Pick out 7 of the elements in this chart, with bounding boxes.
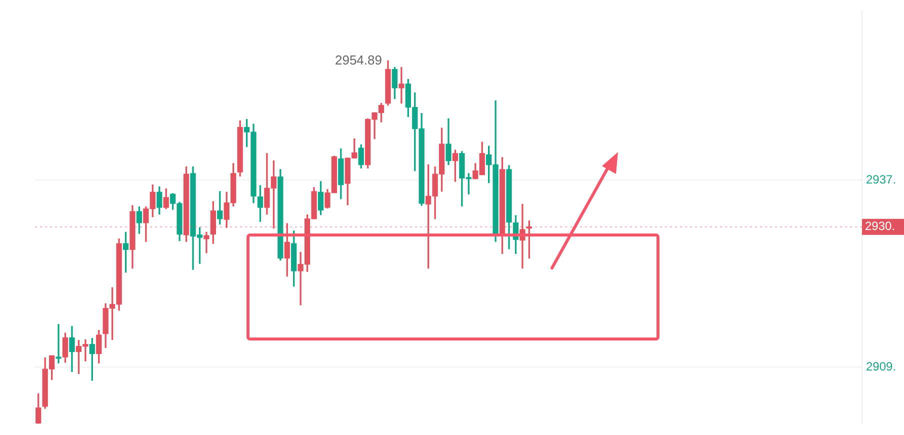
candlestick <box>398 66 404 104</box>
y-tick-label: 2937. <box>866 172 896 186</box>
candlestick <box>204 232 210 254</box>
ref-line-label: 2930. <box>865 219 896 234</box>
candlestick <box>56 324 62 364</box>
annotation: 2954.89 <box>334 52 382 68</box>
y-tick-label: 2909. <box>866 359 896 374</box>
